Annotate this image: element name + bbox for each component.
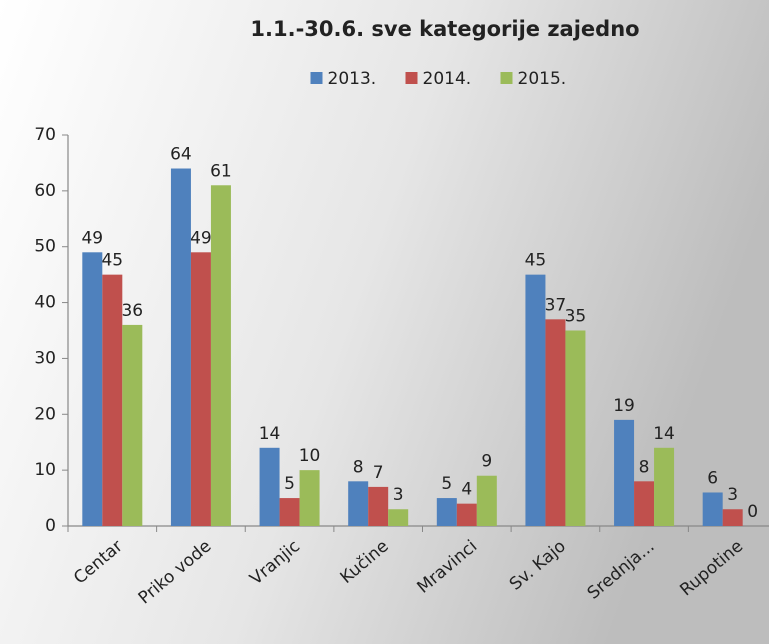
bar (122, 324, 143, 526)
data-label: 3 (393, 485, 404, 505)
bar (259, 447, 280, 526)
bar (722, 509, 743, 526)
bar (525, 274, 546, 526)
data-label: 9 (481, 452, 492, 472)
data-label: 49 (81, 228, 103, 248)
data-label: 7 (373, 463, 384, 483)
bar (82, 252, 103, 527)
bar (170, 168, 191, 526)
bar (565, 330, 586, 526)
y-tick-label: 10 (34, 460, 56, 480)
bar (299, 470, 320, 526)
data-label: 45 (525, 251, 547, 271)
legend-label: 2013. (328, 69, 377, 89)
data-label: 3 (727, 485, 738, 505)
data-label: 37 (545, 295, 567, 315)
y-tick-label: 60 (34, 181, 56, 201)
data-label: 64 (170, 145, 192, 165)
bar (634, 481, 655, 526)
data-label: 35 (565, 307, 587, 327)
bar (436, 498, 457, 526)
bar (102, 274, 123, 526)
legend-label: 2015. (518, 69, 567, 89)
y-tick-label: 50 (34, 237, 56, 257)
bar (545, 319, 566, 526)
legend-label: 2014. (423, 69, 472, 89)
data-label: 0 (747, 502, 758, 522)
data-label: 61 (210, 161, 232, 181)
bar (702, 492, 723, 526)
data-label: 5 (284, 474, 295, 494)
bar (348, 481, 369, 526)
data-label: 4 (461, 480, 472, 500)
data-label: 14 (259, 424, 281, 444)
y-tick-label: 70 (34, 125, 56, 145)
bar (654, 447, 675, 526)
data-label: 8 (353, 457, 364, 477)
bar (388, 509, 409, 526)
data-label: 14 (653, 424, 675, 444)
legend-swatch (405, 72, 418, 84)
data-label: 10 (299, 446, 321, 466)
data-label: 5 (441, 474, 452, 494)
y-tick-label: 20 (34, 404, 56, 424)
bar (368, 486, 389, 526)
data-label: 49 (190, 228, 212, 248)
bar (456, 503, 477, 526)
y-tick-label: 40 (34, 293, 56, 313)
bar (279, 498, 300, 526)
bar (476, 475, 497, 526)
chart-title: 1.1.-30.6. sve kategorije zajedno (250, 17, 639, 41)
y-tick-label: 30 (34, 348, 56, 368)
data-label: 6 (707, 468, 718, 488)
data-label: 45 (101, 251, 123, 271)
legend-swatch (310, 72, 323, 84)
data-label: 8 (639, 457, 650, 477)
bar (614, 419, 635, 526)
data-label: 19 (613, 396, 635, 416)
bar (190, 252, 211, 527)
data-label: 36 (121, 301, 143, 321)
bar (210, 185, 231, 526)
y-tick-label: 0 (45, 516, 56, 536)
legend-swatch (500, 72, 513, 84)
